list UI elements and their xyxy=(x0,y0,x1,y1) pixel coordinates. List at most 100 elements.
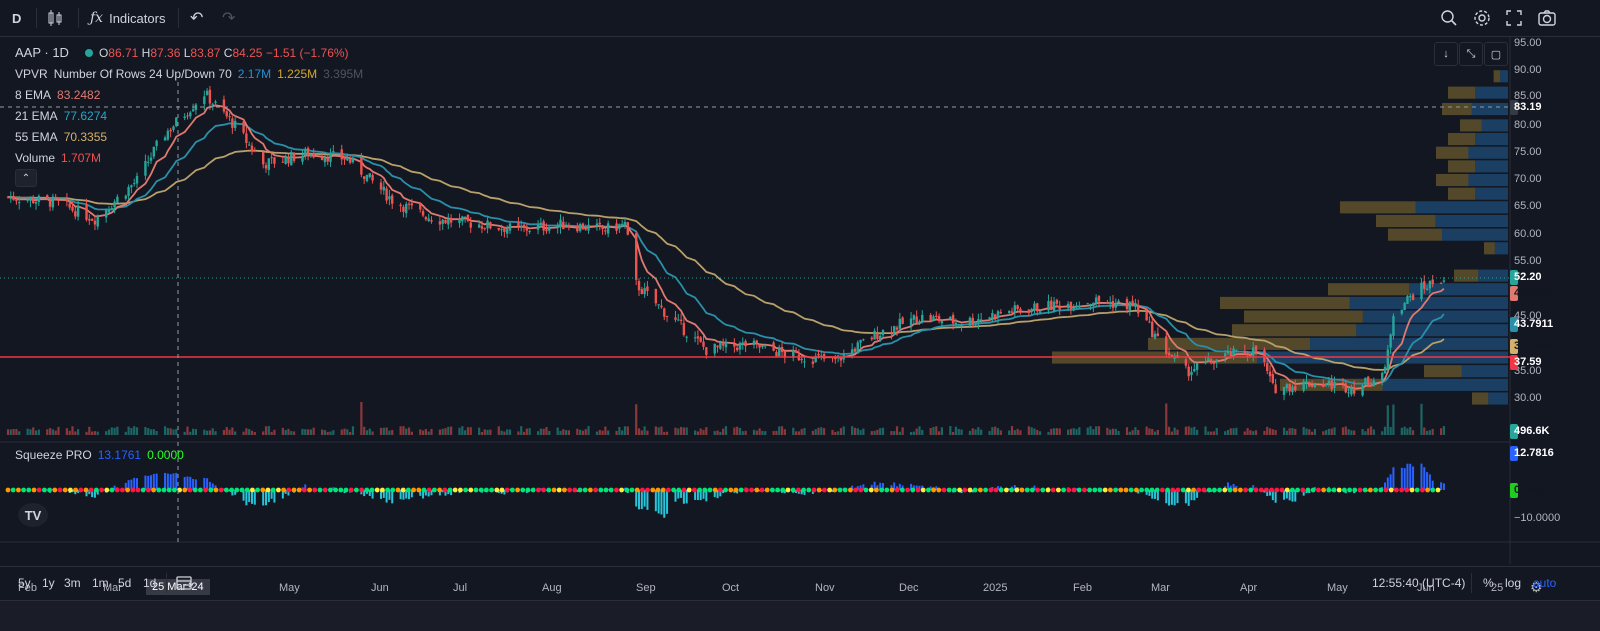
candle-body xyxy=(624,222,626,226)
camera-icon[interactable] xyxy=(1538,0,1556,36)
range-1m-button[interactable]: 1m xyxy=(92,567,109,599)
squeeze-dot xyxy=(562,488,567,493)
volume-bar xyxy=(921,430,923,435)
squeeze-dot xyxy=(380,488,385,493)
squeeze-dot xyxy=(978,488,983,493)
candle-body xyxy=(1325,384,1327,385)
volume-bar xyxy=(1367,428,1369,435)
fullscreen-icon[interactable] xyxy=(1506,0,1522,36)
volume-bar xyxy=(646,431,648,435)
goto-date-icon[interactable] xyxy=(176,567,194,599)
squeeze-dot xyxy=(1264,488,1269,493)
candles-icon[interactable] xyxy=(46,0,64,36)
chart-canvas[interactable] xyxy=(0,37,1600,564)
candle-body xyxy=(1028,310,1030,313)
candle-body xyxy=(879,336,881,340)
volume-bar xyxy=(1345,426,1347,435)
symbol-label[interactable]: AAP · 1D xyxy=(15,45,69,60)
volume-bar xyxy=(991,427,993,435)
volume-bar xyxy=(604,427,606,435)
squeeze-dot xyxy=(224,488,229,493)
move-pane-down-icon[interactable]: ↓ xyxy=(1434,42,1458,66)
squeeze-dot xyxy=(1087,488,1092,493)
collapse-pane-icon[interactable]: ⤡ xyxy=(1459,42,1483,66)
volume-bar xyxy=(184,432,186,435)
candle-body xyxy=(941,321,943,324)
squeeze-dot xyxy=(78,488,83,493)
squeeze-dot xyxy=(1014,488,1019,493)
squeeze-dot xyxy=(104,488,109,493)
volume-bar xyxy=(189,432,191,435)
squeeze-dot xyxy=(1363,488,1368,493)
volume-bar xyxy=(1193,427,1195,435)
candle-body xyxy=(1106,303,1108,304)
range-1y-button[interactable]: 1y xyxy=(42,567,55,599)
volume-bar xyxy=(932,427,934,435)
candle-body xyxy=(430,220,432,222)
candle-body xyxy=(1030,309,1032,311)
vpvr-row-down xyxy=(1388,229,1442,241)
candle-body xyxy=(498,228,500,230)
candle-body xyxy=(1373,380,1375,386)
volume-bar xyxy=(307,429,309,435)
range-1d-button[interactable]: 1d xyxy=(143,567,156,599)
volume-bar xyxy=(666,432,668,435)
range-3m-button[interactable]: 3m xyxy=(64,567,81,599)
candle-body xyxy=(1392,316,1394,336)
volume-bar xyxy=(851,426,853,435)
candle-body xyxy=(1255,345,1257,350)
candle-body xyxy=(742,342,744,344)
volume-bar xyxy=(784,429,786,435)
candle-body xyxy=(1033,304,1035,310)
volume-bar xyxy=(1350,430,1352,435)
vpvr-row-down xyxy=(1448,87,1475,99)
volume-bar xyxy=(1322,431,1324,435)
vpvr-legend[interactable]: VPVR Number Of Rows 24 Up/Down 70 2.17M … xyxy=(15,67,363,81)
volume-bar xyxy=(1314,429,1316,435)
range-5d-button[interactable]: 5d xyxy=(118,567,131,599)
indicators-button[interactable]: ƒx Indicators xyxy=(90,0,165,36)
interval-button[interactable]: D xyxy=(12,0,21,36)
search-zoom-icon[interactable] xyxy=(1440,0,1458,36)
squeeze-dot xyxy=(1295,488,1300,493)
clock-timezone[interactable]: 12:55:40 (UTC-4) xyxy=(1372,567,1465,599)
volume-bar xyxy=(1392,405,1394,435)
squeeze-dot xyxy=(973,488,978,493)
redo-icon[interactable]: ↷ xyxy=(222,0,235,36)
vpvr-row-up xyxy=(1475,188,1508,200)
undo-icon[interactable]: ↶ xyxy=(190,0,203,36)
squeeze-dot xyxy=(526,488,531,493)
squeeze-dot xyxy=(624,488,629,493)
volume-bar xyxy=(1148,428,1150,435)
squeeze-legend[interactable]: Squeeze PRO 13.1761 0.0000 xyxy=(15,448,184,462)
squeeze-dot xyxy=(437,488,442,493)
candle-body xyxy=(270,157,272,158)
volume-bar xyxy=(958,429,960,435)
auto-scale-toggle[interactable]: auto xyxy=(1533,567,1556,599)
candle-body xyxy=(969,318,971,326)
log-scale-toggle[interactable]: log xyxy=(1505,567,1521,599)
squeeze-histogram-bar xyxy=(172,473,174,490)
vpvr-row-up xyxy=(1383,379,1508,391)
volume-bar xyxy=(871,431,873,435)
candle-body xyxy=(1213,362,1215,364)
collapse-legend-button[interactable]: ⌃ xyxy=(15,169,37,187)
candle-body xyxy=(641,289,643,294)
candle-body xyxy=(254,150,256,151)
volume-bar xyxy=(111,427,113,435)
chart-area[interactable]: AAP · 1D O86.71 H87.36 L83.87 C84.25 −1.… xyxy=(0,37,1600,564)
gear-icon[interactable] xyxy=(1473,0,1491,36)
candle-body xyxy=(918,321,920,324)
volume-bar xyxy=(32,427,34,435)
volume-bar xyxy=(910,432,912,435)
squeeze-dot xyxy=(442,488,447,493)
maximize-pane-icon[interactable]: ▢ xyxy=(1484,42,1508,66)
percent-scale-toggle[interactable]: % xyxy=(1483,567,1494,599)
volume-bar xyxy=(1440,428,1442,435)
range-5y-button[interactable]: 5y xyxy=(18,567,31,599)
squeeze-dot xyxy=(520,488,525,493)
